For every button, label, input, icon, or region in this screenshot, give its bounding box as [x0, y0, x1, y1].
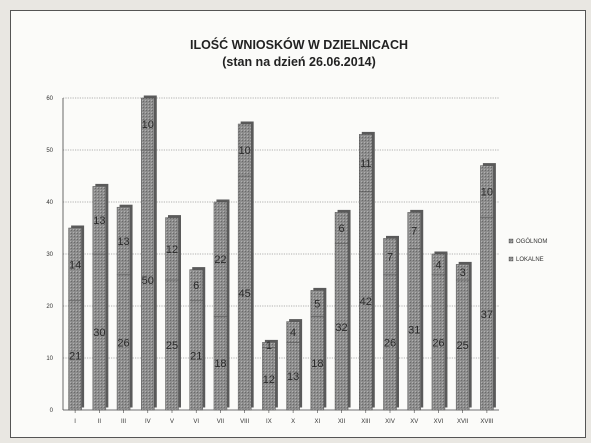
- data-label-ogolnom: 13: [93, 215, 105, 227]
- data-label-lokalne: 18: [214, 358, 226, 370]
- data-label-ogolnom: 6: [338, 223, 344, 235]
- x-tick-label: X: [291, 419, 295, 425]
- bar-ogolnom: [431, 253, 446, 276]
- data-label-lokalne: 26: [432, 337, 444, 349]
- data-label-ogolnom: 22: [214, 254, 226, 266]
- data-label-ogolnom: 5: [314, 298, 320, 310]
- chart-card: ILOŚĆ WNIOSKÓW W DZIELNICACH (stan na dz…: [10, 10, 586, 438]
- y-tick-label: 30: [46, 252, 53, 258]
- data-label-ogolnom: 10: [142, 119, 154, 131]
- x-tick-label: VIII: [240, 419, 249, 425]
- data-label-lokalne: 30: [93, 327, 105, 339]
- data-label-lokalne: 32: [335, 322, 347, 334]
- legend-swatch: [508, 238, 514, 244]
- legend-label: OGÓLNOM: [516, 238, 547, 245]
- data-label-ogolnom: 7: [387, 252, 393, 264]
- y-tick-label: 50: [46, 148, 53, 154]
- data-label-ogolnom: 12: [166, 244, 178, 256]
- bar-ogolnom: [213, 201, 228, 317]
- data-label-lokalne: 45: [239, 288, 251, 300]
- chart-subtitle: (stan na dzień 26.06.2014): [222, 55, 376, 69]
- data-label-lokalne: 18: [311, 358, 323, 370]
- x-tick-label: XI: [314, 419, 320, 425]
- data-label-lokalne: 21: [69, 350, 81, 362]
- data-label-lokalne: 21: [190, 350, 202, 362]
- bar-ogolnom: [383, 238, 397, 276]
- x-tick-label: XIV: [385, 419, 395, 425]
- x-tick-label: XVII: [457, 419, 469, 425]
- x-tick-label: XVI: [434, 419, 444, 425]
- data-label-lokalne: 26: [384, 337, 396, 349]
- bar-ogolnom: [68, 227, 82, 302]
- x-tick-label: XV: [410, 419, 418, 425]
- bar-chart: ILOŚĆ WNIOSKÓW W DZIELNICACH (stan na dz…: [46, 37, 547, 425]
- y-tick-label: 10: [46, 356, 53, 362]
- data-label-lokalne: 13: [287, 371, 299, 383]
- data-label-lokalne: 31: [408, 324, 420, 336]
- data-label-ogolnom: 11: [360, 158, 371, 170]
- bar-ogolnom: [92, 186, 107, 255]
- x-tick-label: I: [74, 419, 76, 425]
- x-tick-label: IX: [266, 419, 272, 425]
- bar-ogolnom: [310, 290, 325, 317]
- legend-label: LOKALNE: [516, 257, 544, 263]
- bar-ogolnom: [165, 217, 179, 281]
- bar-ogolnom: [116, 206, 131, 276]
- x-tick-label: XVIII: [480, 419, 493, 425]
- data-label-lokalne: 50: [142, 275, 154, 287]
- data-label-ogolnom: 13: [117, 236, 129, 248]
- x-tick-label: II: [98, 419, 102, 425]
- y-tick-label: 60: [46, 96, 53, 102]
- legend-swatch: [508, 256, 514, 262]
- bar-ogolnom: [407, 212, 421, 250]
- data-label-ogolnom: 7: [411, 226, 417, 238]
- x-tick-label: IV: [145, 419, 151, 425]
- data-label-ogolnom: 10: [481, 187, 493, 199]
- data-label-ogolnom: 3: [460, 267, 466, 279]
- data-label-lokalne: 26: [117, 337, 129, 349]
- data-label-lokalne: 12: [263, 374, 275, 386]
- data-label-lokalne: 25: [457, 340, 469, 352]
- bar-ogolnom: [237, 123, 252, 177]
- data-label-ogolnom: 6: [193, 280, 199, 292]
- data-label-ogolnom: 1: [266, 340, 272, 352]
- y-tick-label: 40: [46, 200, 53, 206]
- bar-ogolnom: [141, 97, 155, 151]
- data-label-ogolnom: 4: [290, 327, 296, 339]
- y-tick-label: 0: [50, 408, 54, 414]
- data-label-lokalne: 37: [481, 309, 493, 321]
- data-label-ogolnom: 4: [435, 259, 441, 271]
- bar-ogolnom: [262, 342, 276, 348]
- bar-ogolnom: [455, 264, 470, 281]
- bar-ogolnom: [359, 134, 373, 192]
- bar-ogolnom: [480, 165, 494, 218]
- y-tick-label: 20: [46, 304, 53, 310]
- data-label-ogolnom: 10: [239, 145, 251, 157]
- bar-ogolnom: [286, 321, 300, 343]
- x-tick-label: VI: [193, 419, 199, 425]
- x-tick-label: XII: [338, 419, 346, 425]
- chart-title: ILOŚĆ WNIOSKÓW W DZIELNICACH: [190, 37, 408, 52]
- x-tick-label: XIII: [361, 419, 370, 425]
- bar-ogolnom: [189, 269, 203, 302]
- bar-ogolnom: [334, 212, 349, 244]
- x-tick-label: V: [170, 419, 174, 425]
- x-tick-label: VII: [217, 419, 225, 425]
- x-tick-label: III: [121, 419, 126, 425]
- data-label-ogolnom: 14: [69, 259, 81, 271]
- data-label-lokalne: 42: [360, 296, 372, 308]
- data-label-lokalne: 25: [166, 340, 178, 352]
